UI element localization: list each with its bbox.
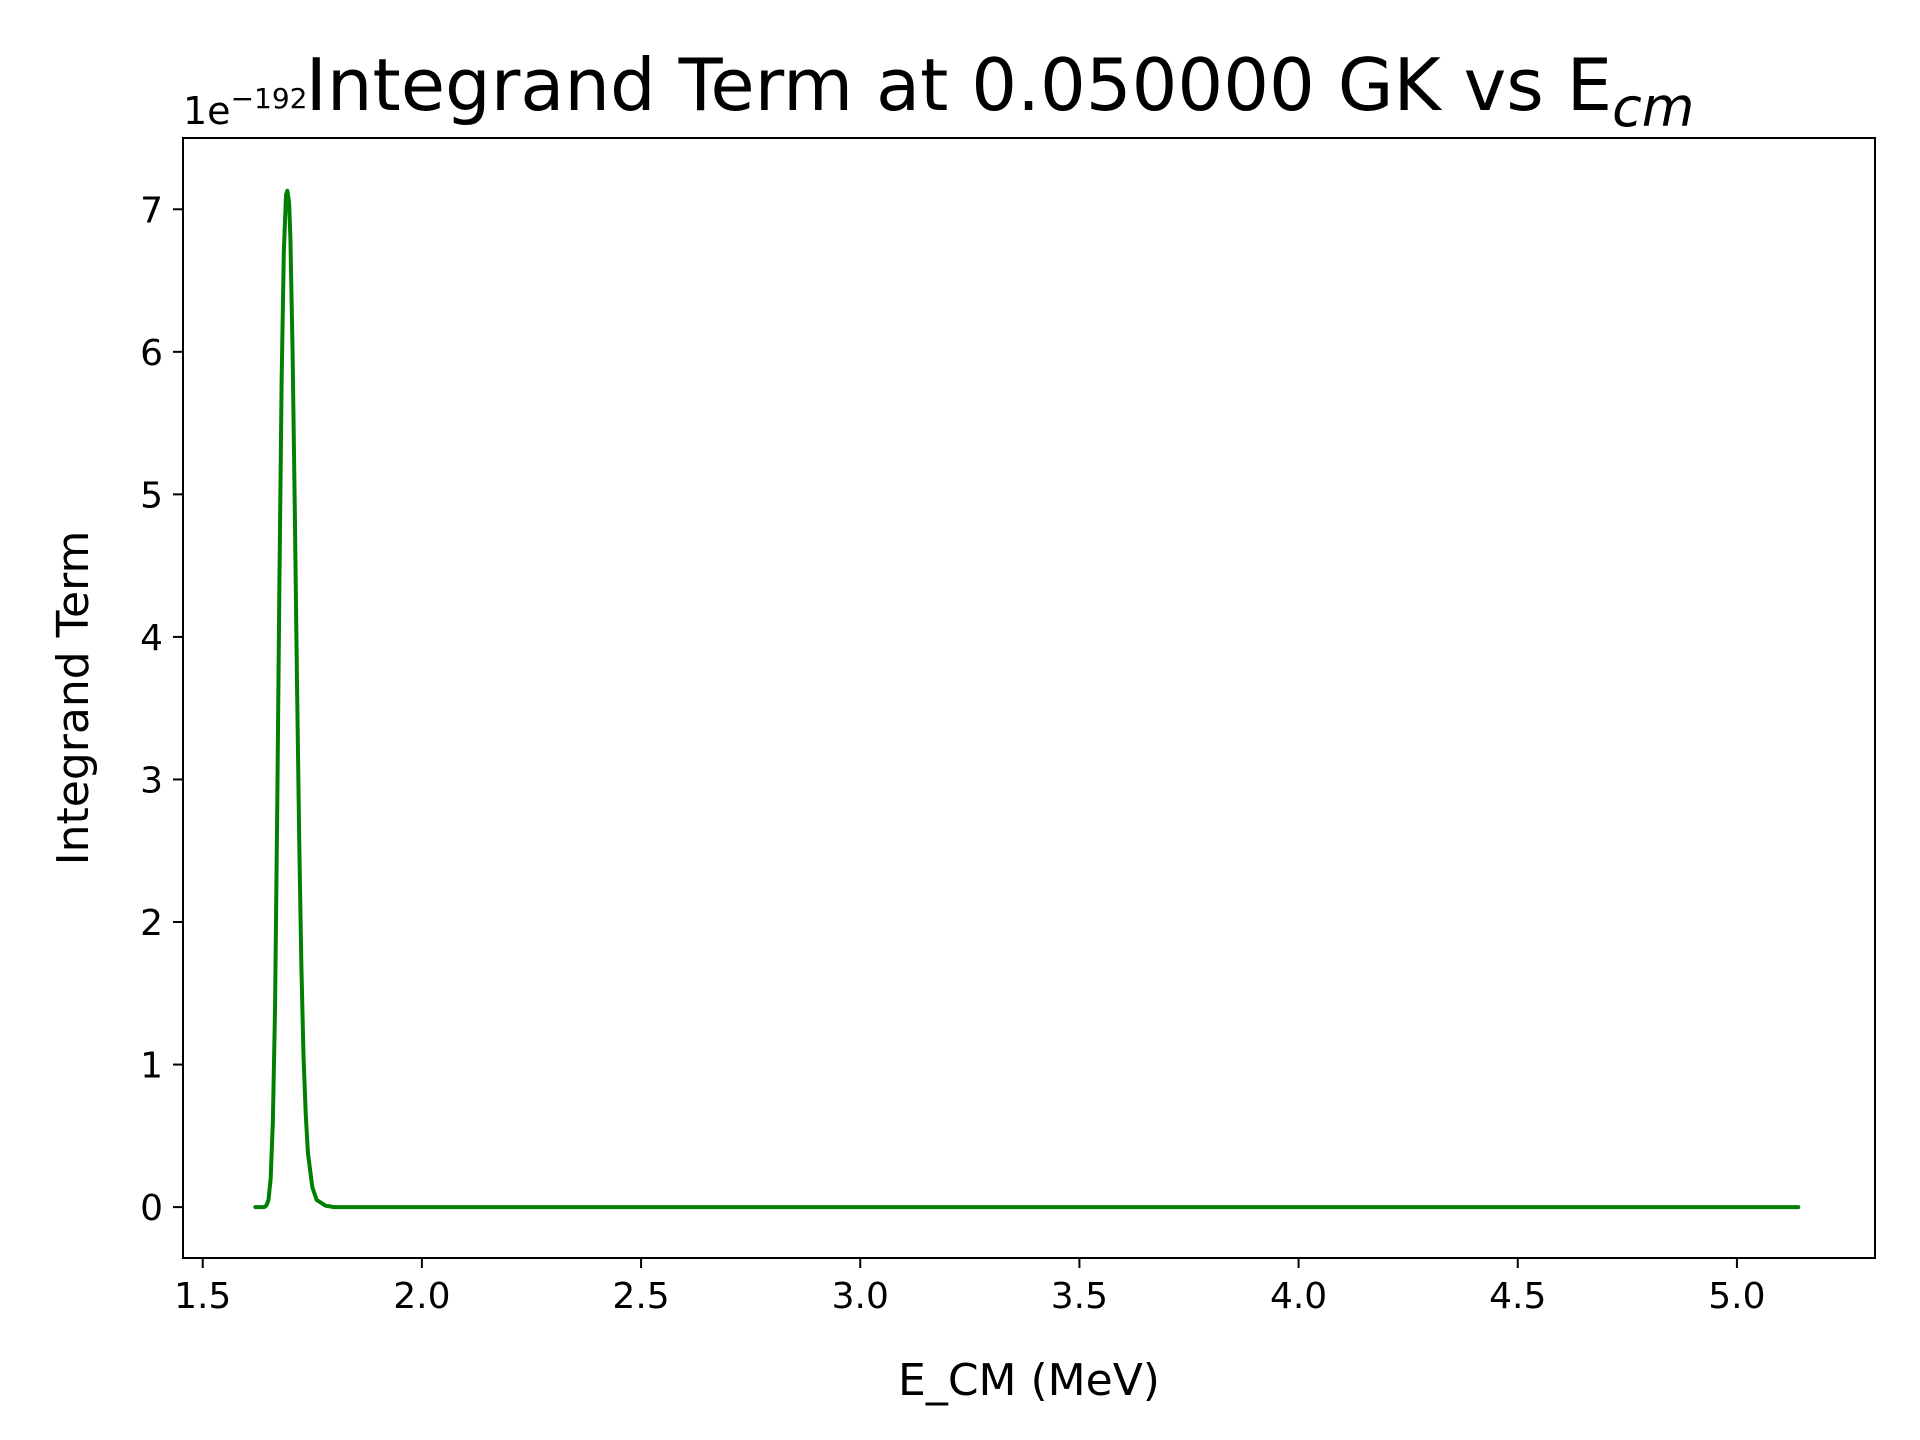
- x-tick-label: 5.0: [1708, 1276, 1765, 1317]
- y-tick-label: 5: [140, 475, 163, 516]
- y-axis-label: Integrand Term: [48, 531, 99, 866]
- x-tick-label: 4.0: [1270, 1276, 1327, 1317]
- y-tick-label: 7: [140, 190, 163, 231]
- series-layer: [253, 188, 1801, 1210]
- x-tick-label: 3.0: [832, 1276, 889, 1317]
- x-axis: 1.5 2.0 2.5 3.0 3.5 4.0 4.5 5.0: [174, 1258, 1766, 1317]
- y-axis: 0 1 2 3 4 5 6 7: [140, 190, 183, 1229]
- y-tick-label: 3: [140, 760, 163, 801]
- chart-title-main: Integrand Term at 0.050000 GK vs E: [306, 43, 1613, 127]
- chart-title: Integrand Term at 0.050000 GK vs Ecm: [306, 43, 1695, 139]
- chart-title-subscript: cm: [1612, 76, 1694, 139]
- x-tick-label: 2.5: [612, 1276, 669, 1317]
- y-tick-label: 1: [140, 1046, 163, 1087]
- x-tick-label: 2.0: [393, 1276, 450, 1317]
- y-offset-base: 1e: [183, 89, 231, 133]
- x-tick-label: 3.5: [1051, 1276, 1108, 1317]
- y-offset-label: 1e−192: [183, 82, 307, 133]
- y-offset-exponent: −192: [231, 82, 308, 115]
- x-tick-label: 4.5: [1489, 1276, 1546, 1317]
- y-tick-label: 2: [140, 903, 163, 944]
- x-axis-label: E_CM (MeV): [898, 1355, 1160, 1406]
- plot-area: [182, 137, 1876, 1259]
- y-tick-label: 0: [140, 1188, 163, 1229]
- x-tick-label: 1.5: [174, 1276, 231, 1317]
- y-tick-label: 4: [140, 618, 163, 659]
- y-tick-label: 6: [140, 333, 163, 374]
- series-line-0: [253, 188, 1801, 1210]
